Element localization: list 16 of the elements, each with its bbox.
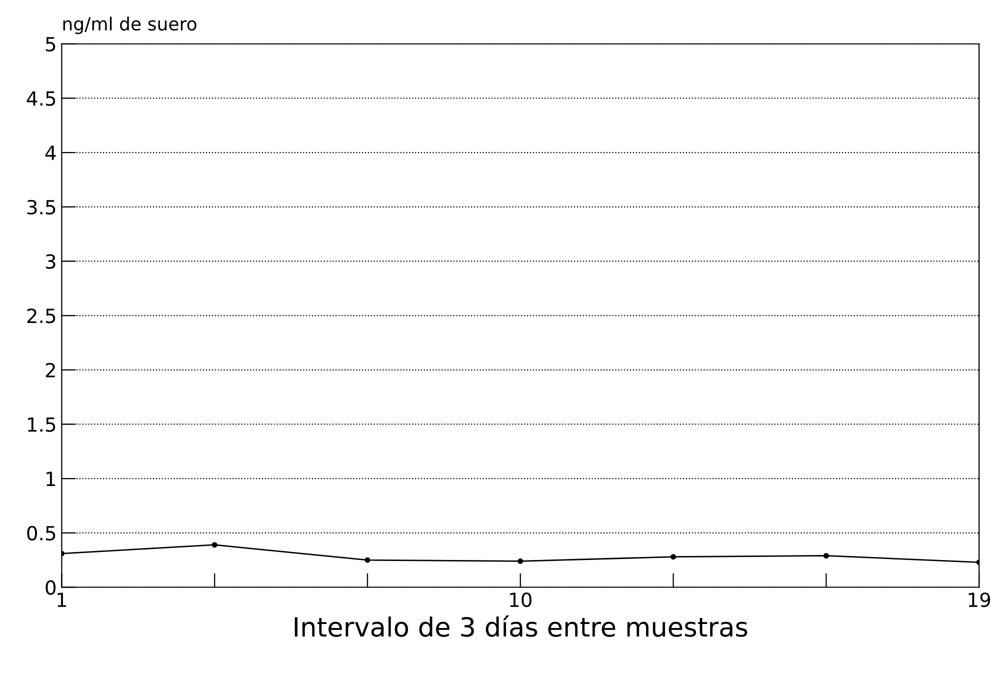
y-tick-label: 4	[45, 146, 56, 160]
y-tick-label: 2	[46, 362, 55, 378]
y-tick-label: 5	[46, 37, 56, 52]
y-tick-label: 4.5	[26, 91, 56, 106]
y-tick-label: 2.5	[27, 308, 56, 324]
y-axis-title: ng/ml de suero	[63, 16, 196, 34]
x-axis-title: Intervalo de 3 días entre muestras	[294, 615, 748, 637]
x-tick-label: 10	[510, 592, 532, 608]
y-tick-label: 1	[46, 472, 56, 486]
y-tick-label: 3	[46, 254, 56, 269]
x-tick-label: 19	[968, 592, 990, 608]
y-tick-label: 0.5	[27, 526, 56, 541]
x-tick-label: 1	[58, 592, 66, 607]
y-tick-label: 1.5	[28, 417, 56, 432]
y-tick-label: 0	[46, 580, 56, 595]
y-tick-label: 3.5	[27, 200, 56, 215]
